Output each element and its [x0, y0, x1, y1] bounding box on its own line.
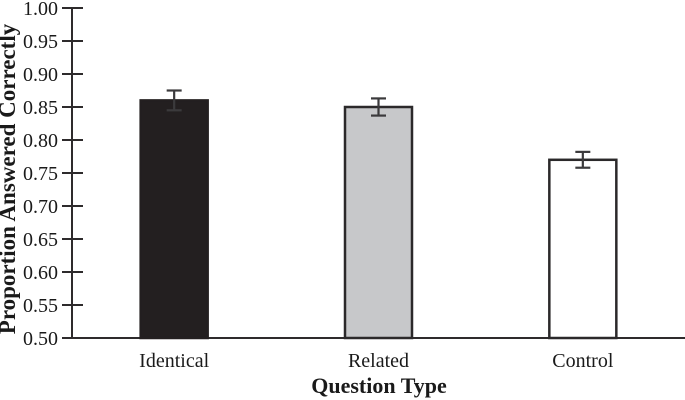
y-axis-tick-label: 0.85	[23, 97, 58, 119]
y-axis-tick-label: 0.80	[23, 130, 58, 152]
y-axis-tick-label: 0.75	[23, 163, 58, 185]
bar-related	[343, 105, 414, 340]
y-axis-tick-label: 0.50	[23, 328, 58, 350]
y-axis-tick-label: 0.65	[23, 229, 58, 251]
y-axis-tick-label: 0.90	[23, 64, 58, 86]
y-axis-tick-label: 0.60	[23, 262, 58, 284]
x-category-label: Related	[348, 350, 409, 372]
y-axis-tick-label: 1.00	[23, 0, 58, 20]
x-axis-title: Question Type	[311, 373, 447, 398]
x-category-label: Identical	[139, 350, 209, 372]
y-axis-tick-label: 0.95	[23, 31, 58, 53]
x-category-label: Control	[552, 350, 614, 372]
bar-control	[548, 158, 618, 340]
y-axis-title: Proportion Answered Correctly	[0, 23, 20, 334]
bar-identical	[139, 99, 209, 340]
plot-area: 0.50 0.55 0.60 0.65 0.70 0.75 0.80 0.85 0.90 0.95…	[23, 0, 685, 372]
y-axis-tick-label: 0.70	[23, 196, 58, 218]
y-axis-tick-label: 0.55	[23, 295, 58, 317]
